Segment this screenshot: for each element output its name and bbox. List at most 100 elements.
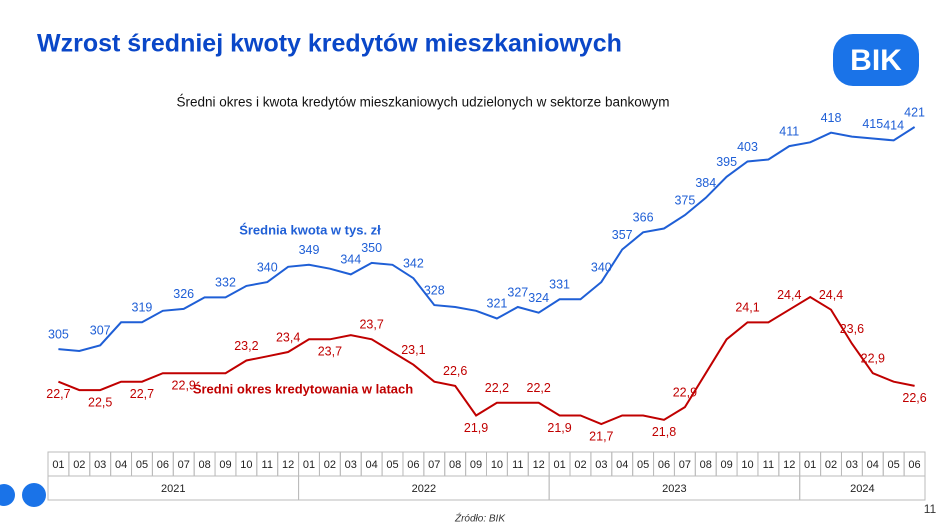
data-label: 22,7 [46,387,70,401]
x-tick-label: 01 [804,459,816,471]
source: Źródło: BIK [454,512,506,525]
data-label: 22,9 [861,351,885,365]
data-label: 21,7 [589,429,613,443]
x-tick-label: 07 [679,459,691,471]
x-tick-label: 09 [721,459,733,471]
x-tick-label: 11 [512,459,523,471]
data-label: 324 [528,291,549,305]
logo: BIK [850,44,902,77]
series-label: Średnia kwota w tys. zł [239,222,381,237]
data-label: 395 [716,155,737,169]
x-tick-label: 02 [73,459,85,471]
data-label: 23,2 [234,339,258,353]
data-label: 344 [340,253,361,267]
data-label: 411 [779,124,799,138]
data-label: 22,5 [88,395,112,409]
data-label: 21,9 [464,421,488,435]
table-cell [799,475,926,501]
x-tick-label: 01 [553,459,565,471]
data-label: 384 [695,176,716,190]
data-label: 22,2 [485,381,509,395]
data-label: 350 [361,241,382,255]
x-tick-label: 03 [846,459,858,471]
data-label: 418 [821,111,842,125]
data-label: 331 [549,278,570,292]
data-label: 375 [674,193,695,207]
data-label: 23,6 [840,322,864,336]
data-label: 23,7 [318,345,342,359]
data-label: 24,4 [819,288,843,302]
data-label: 415 [862,117,883,131]
x-tick-label: 10 [240,459,252,471]
data-label: 319 [132,301,153,315]
data-label: 22,6 [902,391,926,405]
data-label: 22,9 [172,378,196,392]
x-tick-label: 12 [783,459,795,471]
year-label: 2022 [412,483,436,495]
series-label: Średni okres kredytowania w latach [193,381,413,396]
x-tick-label: 07 [178,459,190,471]
page-number: 11 [924,502,937,516]
data-label: 403 [737,140,758,154]
data-label: 366 [633,211,654,225]
year-label: 2023 [662,483,686,495]
year-label: 2024 [850,483,874,495]
x-tick-label: 04 [366,459,378,471]
x-tick-label: 04 [616,459,628,471]
data-label: 21,8 [652,425,676,439]
decor-dot [0,484,15,506]
x-tick-label: 05 [888,459,900,471]
x-tick-label: 12 [282,459,294,471]
data-label: 321 [487,297,508,311]
data-label: 22,6 [443,364,467,378]
data-label: 21,9 [547,421,571,435]
data-label: 24,4 [777,288,801,302]
logo-box [833,34,919,86]
data-label: 340 [591,260,612,274]
data-label: 332 [215,276,236,290]
x-tick-label: 06 [157,459,169,471]
x-tick-label: 03 [595,459,607,471]
line [58,126,916,353]
decor-dot [22,483,46,507]
data-label: 340 [257,260,278,274]
data-label: 24,1 [735,301,759,315]
x-tick-label: 06 [407,459,419,471]
x-tick-label: 05 [637,459,649,471]
data-label: 307 [90,324,111,338]
data-label: 421 [904,105,925,119]
data-label: 23,7 [359,318,383,332]
x-tick-label: 03 [345,459,357,471]
x-tick-label: 04 [115,459,127,471]
x-tick-label: 11 [763,459,774,471]
data-label: 23,1 [401,343,425,357]
x-tick-label: 10 [741,459,753,471]
x-tick-label: 04 [867,459,879,471]
data-label: 22,9 [673,385,697,399]
x-tick-label: 07 [428,459,440,471]
x-tick-label: 12 [533,459,545,471]
x-tick-label: 03 [94,459,106,471]
data-label: 414 [883,119,904,133]
data-label: 22,2 [527,381,551,395]
slide-title: Wzrost średniej kwoty kredytów mieszkani… [37,30,622,58]
x-tick-label: 01 [52,459,64,471]
data-label: 23,4 [276,330,300,344]
x-tick-label: 08 [700,459,712,471]
data-label: 349 [299,243,320,257]
x-tick-label: 02 [825,459,837,471]
data-label: 326 [173,287,194,301]
x-tick-label: 02 [324,459,336,471]
x-tick-label: 05 [386,459,398,471]
year-label: 2021 [161,483,185,495]
data-label: 22,7 [130,387,154,401]
data-label: 305 [48,327,69,341]
line [58,295,915,426]
x-tick-label: 01 [303,459,315,471]
subtitle: Średni okres i kwota kredytów mieszkanio… [177,95,670,110]
x-tick-label: 09 [219,459,231,471]
data-label: 327 [507,285,528,299]
data-label: 342 [403,257,424,271]
x-tick-label: 08 [449,459,461,471]
